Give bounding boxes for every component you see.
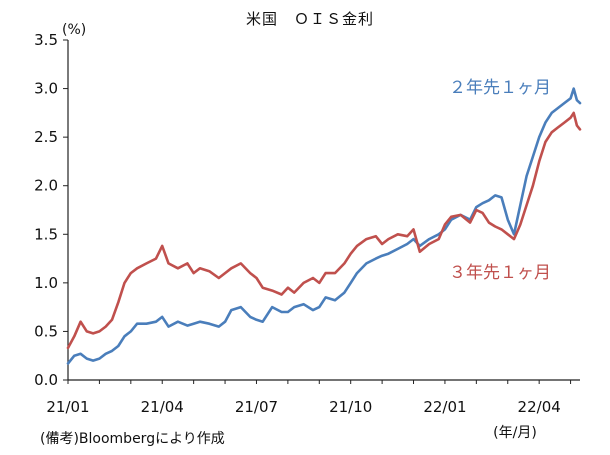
y-tick-label: 1.5 bbox=[34, 225, 58, 243]
y-tick-label: 2.5 bbox=[34, 128, 58, 146]
x-tick-label: 21/10 bbox=[329, 398, 372, 416]
y-tick-label: 3.0 bbox=[34, 80, 58, 98]
y-tick-label: 0.0 bbox=[34, 371, 58, 389]
x-tick-label: 21/07 bbox=[235, 398, 278, 416]
series-label-2: ３年先１ヶ月 bbox=[449, 263, 551, 283]
y-tick-label: 1.0 bbox=[34, 274, 58, 292]
series-layer: ２年先１ヶ月 ３年先１ヶ月 bbox=[66, 78, 582, 365]
series-label-1: ２年先１ヶ月 bbox=[449, 78, 551, 98]
y-axis-unit: (%) bbox=[62, 22, 86, 38]
y-tick-label: 0.5 bbox=[34, 322, 58, 340]
source-note: (備考)Bloombergにより作成 bbox=[40, 431, 225, 447]
x-tick-label: 21/04 bbox=[141, 398, 184, 416]
y-tick-label: 3.5 bbox=[34, 31, 58, 49]
chart-title: 米国 ＯＩＳ金利 bbox=[246, 10, 374, 28]
y-tick-label: 2.0 bbox=[34, 177, 58, 195]
y-axis: 0.0 0.5 1.0 1.5 2.0 2.5 3.0 3.5 bbox=[34, 31, 69, 389]
x-tick-label: 21/01 bbox=[46, 398, 89, 416]
x-axis: 21/01 21/04 21/07 21/10 22/01 22/04 bbox=[46, 379, 580, 416]
series-line-1 bbox=[66, 87, 582, 365]
series-line-2 bbox=[66, 111, 582, 350]
x-tick-label: 22/01 bbox=[423, 398, 466, 416]
x-axis-unit: (年/月) bbox=[493, 425, 537, 441]
x-tick-label: 22/04 bbox=[518, 398, 561, 416]
